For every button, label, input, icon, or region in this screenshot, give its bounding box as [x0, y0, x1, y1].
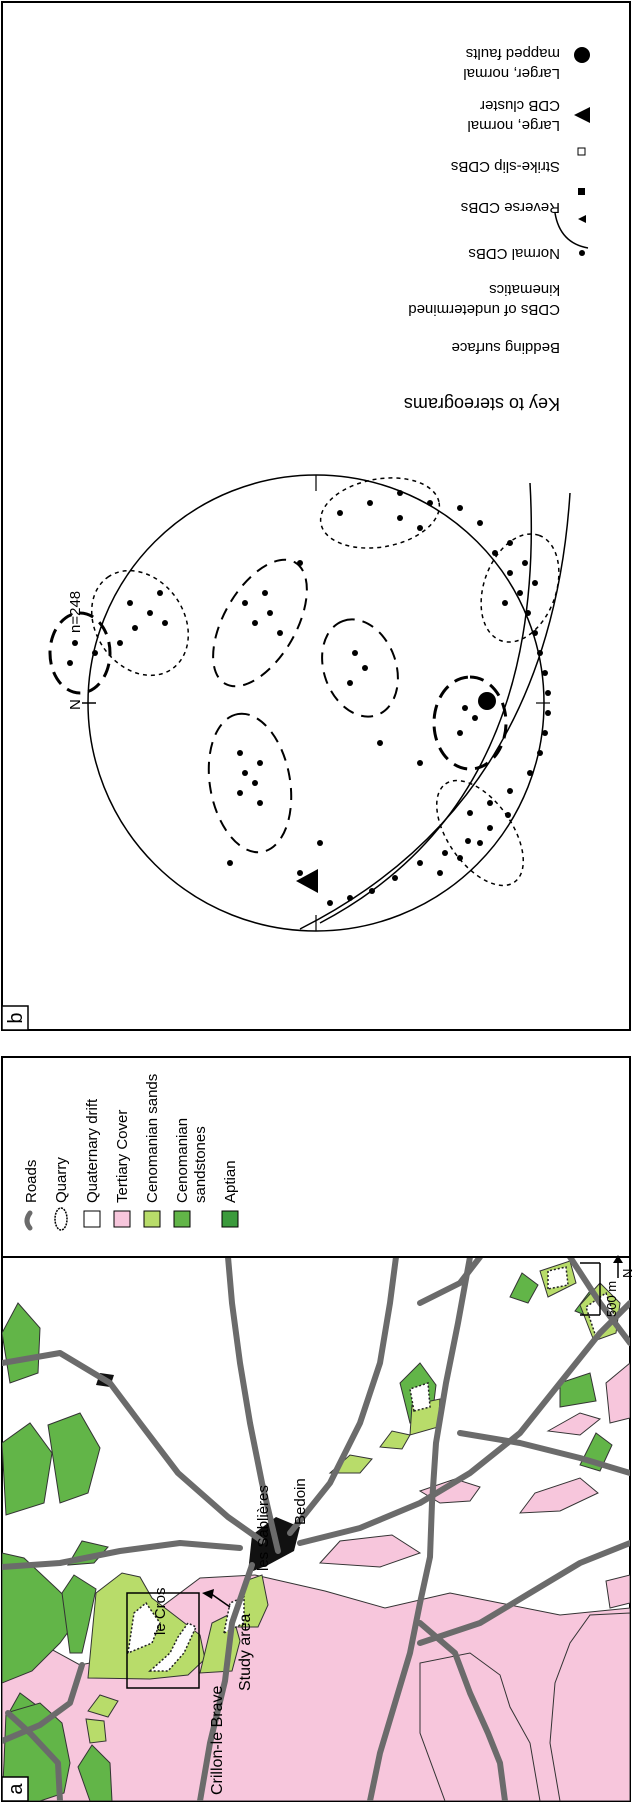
legend-tertiary-label: Tertiary Cover	[114, 1110, 131, 1203]
cenomanian-sandstones	[2, 1272, 613, 1801]
legend-tertiary-swatch	[113, 1210, 131, 1228]
key-bedding-label: Bedding surface	[452, 339, 560, 356]
key-large-normal-label-2: CDB cluster	[480, 97, 560, 114]
north-arrow-label: N	[620, 1269, 632, 1278]
large-normal-cluster-marker	[296, 869, 318, 893]
legend-cenomanian-sandstones-swatch	[173, 1210, 191, 1228]
legend-cenomanian-sandstones-label-2: sandstones	[192, 1126, 209, 1203]
key-undetermined-label-2: kinematics	[489, 281, 560, 298]
panel-b-frame	[1, 1, 631, 1031]
legend-cenomanian-sandstones-label-1: Cenomanian	[174, 1118, 191, 1203]
stereonet-points	[67, 490, 551, 906]
scale-bar: 500 m	[580, 1262, 619, 1317]
legend-quarry-swatch	[54, 1207, 68, 1231]
key-strike-slip-swatch	[577, 147, 586, 156]
study-area-arrowhead	[202, 1589, 214, 1599]
key-reverse-label: Reverse CDBs	[461, 199, 560, 216]
legend-cenomanian-sands-label: Cenomanian sands	[144, 1074, 161, 1203]
key-normal-swatch	[578, 215, 586, 223]
scale-bar-label: 500 m	[604, 1281, 619, 1317]
key-undetermined-swatch	[579, 250, 585, 256]
key-bedding-swatch	[554, 212, 589, 249]
panel-a-label-box	[1, 1776, 29, 1802]
study-area-arrow-line	[209, 1592, 231, 1608]
panel-a-label: a	[5, 1783, 27, 1795]
place-study-area: Study area	[237, 1614, 254, 1691]
key-title: Key to stereograms	[404, 394, 560, 414]
place-les-sablieres: les Sablières	[255, 1485, 272, 1571]
bedding-great-circle-2	[319, 482, 533, 924]
sample-count: n=248	[67, 591, 84, 633]
bedding-great-circle-1	[299, 492, 571, 930]
key-larger-normal-label-1: Larger, normal	[463, 65, 560, 82]
key-undetermined-label-1: CDBs of undetermined	[408, 301, 560, 318]
place-crillon: Crillon-le Brave	[209, 1686, 226, 1795]
legend-cenomanian-sands-swatch	[143, 1210, 161, 1228]
legend-roads-label: Roads	[23, 1160, 40, 1203]
place-bedoin: Bedoin	[292, 1478, 309, 1525]
key-larger-normal-swatch	[574, 47, 590, 63]
larger-normal-fault-marker	[478, 692, 496, 710]
legend-quarry-label: Quarry	[53, 1157, 70, 1203]
legend-aptian-label: Aptian	[222, 1160, 239, 1203]
cluster-ellipses	[48, 477, 560, 887]
legend-roads-swatch	[24, 1210, 33, 1231]
stereonet-north-label: N	[67, 699, 84, 710]
panel-a: a Crillon-le Brave Study area le Cros le…	[1, 1056, 632, 1802]
key-normal-label: Normal CDBs	[468, 245, 560, 262]
key-larger-normal-label-2: mapped faults	[466, 45, 560, 62]
map-area	[2, 1257, 630, 1801]
key-strike-slip-label: Strike-slip CDBs	[451, 158, 560, 175]
place-le-cros: le Cros	[152, 1587, 169, 1635]
key-reverse-swatch	[578, 188, 585, 195]
north-arrow: N	[613, 1255, 632, 1278]
roads	[2, 1257, 630, 1801]
legend-aptian-swatch	[221, 1210, 239, 1228]
key-large-normal-label-1: Large, normal	[467, 117, 560, 134]
panel-b-label: b	[5, 1012, 27, 1023]
panel-b: b N n=248	[1, 1, 631, 1031]
key-large-normal-swatch	[574, 107, 590, 123]
panel-b-label-box	[1, 1005, 29, 1031]
study-area-box	[126, 1592, 200, 1689]
legend-quaternary-swatch	[83, 1210, 101, 1228]
legend-quaternary-label: Quaternary drift	[84, 1098, 101, 1203]
map-legend: Roads Quarry Quaternary drift Tertiary C…	[23, 1074, 239, 1231]
